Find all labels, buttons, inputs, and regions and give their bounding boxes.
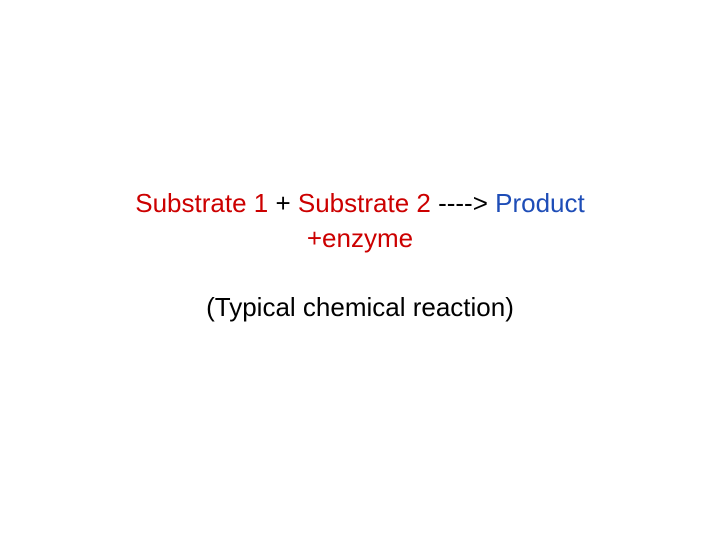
reaction-line-2: +enzyme — [0, 221, 720, 256]
substrate-2: Substrate 2 — [298, 188, 431, 218]
plus-1: + — [268, 188, 298, 218]
slide-content: Substrate 1 + Substrate 2 ----> Product … — [0, 186, 720, 323]
substrate-1: Substrate 1 — [135, 188, 268, 218]
enzyme-label: +enzyme — [307, 223, 413, 253]
caption-text: (Typical chemical reaction) — [0, 292, 720, 323]
reaction-arrow: ----> — [431, 188, 495, 218]
product-label: Product — [495, 188, 585, 218]
reaction-line-1: Substrate 1 + Substrate 2 ----> Product — [0, 186, 720, 221]
